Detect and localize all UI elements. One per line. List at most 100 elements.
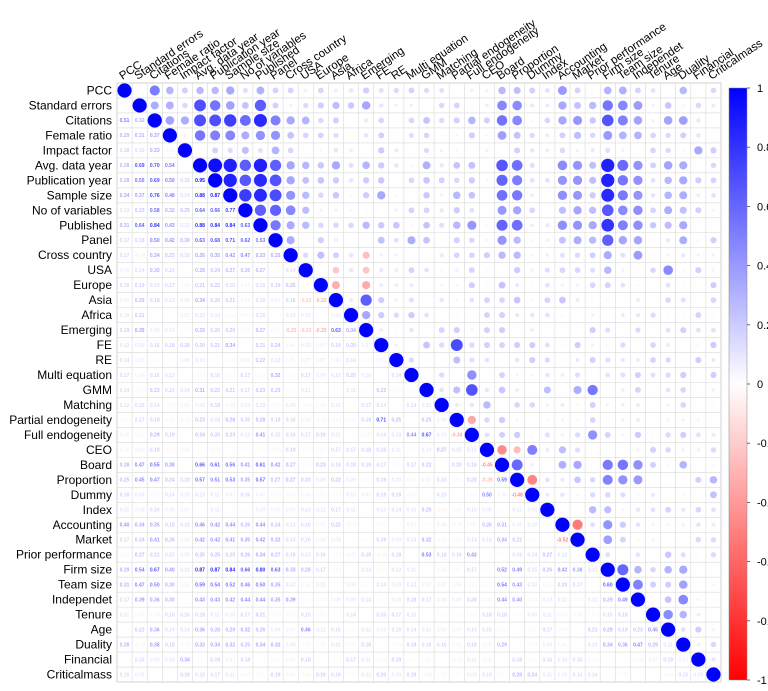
corr-circle-matching-independet (635, 402, 640, 407)
corr-value-independet-sample-size: 0.42 (225, 597, 235, 603)
corr-circle-no-of-variables-emerging (364, 209, 368, 212)
corr-circle-standard-errors-age (664, 102, 672, 109)
corr-value-no-of-variables-female-ratio: 0.32 (165, 208, 175, 214)
corr-value-cross-country-avg-data-year: 0.35 (195, 253, 205, 259)
corr-circle-citations-europe (318, 117, 324, 124)
corr-circle-panel-africa (350, 239, 353, 242)
corr-circle-citations-fe (378, 117, 385, 124)
corr-circle-female-ratio-tenure (650, 132, 656, 139)
corr-circle-tenure-duality (679, 610, 688, 619)
colorbar-tick-label: 0.6 (757, 201, 768, 213)
row-label-panel: Panel (81, 233, 112, 247)
corr-value-emerging-no-of-variables: 0.03 (240, 328, 250, 334)
corr-circle-index-prior-performance (588, 506, 597, 514)
corr-value-market-fe: 0.19 (376, 538, 386, 544)
corr-value-dummy-europe: 0.03 (316, 493, 326, 499)
corr-circle-re-duality (681, 358, 685, 362)
corr-circle-asia-emerging (360, 294, 372, 306)
corr-circle-asia-asia (328, 293, 344, 308)
corr-value-board-no-of-variables: 0.41 (240, 463, 250, 469)
corr-circle-fe-duality (682, 344, 685, 347)
corr-value-panel-female-ratio: 0.42 (165, 238, 175, 244)
corr-circle-pcc-prior-performance (591, 89, 594, 92)
corr-value-duality-proportion: 0.01 (512, 642, 522, 648)
corr-circle-asia-dummy (530, 298, 534, 302)
corr-value-publication-year-citations: 0.69 (150, 178, 160, 184)
corr-circle-publication-year-europe (317, 177, 325, 184)
corr-circle-avg-data-year-panel (269, 159, 282, 171)
corr-circle-sample-size-africa (349, 193, 353, 197)
corr-value-panel-citations: 0.50 (150, 238, 160, 244)
corr-value-dummy-panel: -0.04 (270, 493, 282, 499)
corr-value-team-size-full-endogeneity: -0.05 (466, 582, 478, 588)
row-label-independet: Independet (52, 593, 113, 607)
corr-circle-tenure-age (663, 609, 673, 620)
corr-value-accounting-index: 0.02 (542, 523, 552, 529)
corr-value-emerging-asia: 0.63 (331, 328, 341, 334)
colorbar-tick-label: 1 (757, 83, 763, 95)
corr-circle-europe-fe (379, 283, 384, 288)
corr-circle-asia-ceo (484, 297, 490, 304)
corr-value-tenure-full-endogeneity: 0.03 (467, 612, 477, 618)
corr-value-prior-performance-usa: 0.13 (301, 553, 311, 559)
corr-circle-avg-data-year-full-endogeneity (468, 161, 476, 169)
corr-circle-standard-errors-ceo (485, 103, 489, 108)
corr-circle-citations-impact-factor (180, 116, 190, 125)
corr-circle-sample-size-proportion (511, 190, 523, 201)
corr-value-firm-size-published: 0.80 (256, 567, 266, 573)
corr-value-team-size-female-ratio: 0.30 (165, 582, 175, 588)
corr-circle-matching-tenure (652, 403, 655, 406)
corr-circle-multi-equation-index (545, 372, 550, 378)
corr-circle-fe-independet (636, 344, 639, 347)
corr-circle-no-of-variables-market (573, 206, 582, 215)
corr-circle-europe-financial (697, 284, 700, 286)
corr-value-fe-standard-errors: 0.10 (135, 343, 145, 349)
corr-value-independet-dummy: 0.03 (527, 597, 537, 603)
corr-circle-pcc-multi-equation (408, 87, 415, 94)
colorbar-tick-label: -0.6 (757, 557, 768, 569)
corr-circle-no-of-variables-age (664, 206, 673, 215)
corr-circle-europe-dummy (531, 283, 534, 287)
corr-value-re-citations: 0.02 (150, 358, 160, 364)
corr-value-team-size-prior-performance: 0.00 (588, 582, 598, 588)
row-label-ceo: CEO (86, 443, 112, 457)
corr-circle-standard-errors-gmm (425, 104, 428, 107)
corr-circle-matching-matching (434, 397, 449, 413)
row-label-no-of-variables: No of variables (32, 203, 112, 217)
corr-circle-index-independet (635, 507, 641, 513)
corr-circle-pcc-accounting (557, 86, 567, 95)
corr-circle-gmm-board (498, 386, 506, 394)
corr-circle-published-full-endogeneity (467, 220, 477, 230)
corr-value-criticalmass-emerging: 0.12 (361, 672, 371, 678)
corr-value-team-size-matching: 0.07 (437, 582, 447, 588)
corr-circle-re-independet (635, 358, 640, 363)
corr-value-gmm-avg-data-year: 0.31 (195, 388, 205, 394)
corr-circle-cross-country-tenure (651, 253, 655, 257)
corr-circle-impact-factor-avg-data-year (199, 149, 201, 152)
corr-circle-emerging-age (665, 327, 671, 333)
corr-circle-avg-data-year-tenure (650, 162, 657, 169)
row-label-cross-country: Cross country (38, 248, 112, 262)
corr-value-prior-performance-avg-data-year: 0.25 (195, 553, 205, 559)
corr-circle-avg-data-year-asia (331, 161, 341, 170)
corr-value-financial-re: 0.19 (391, 657, 401, 663)
corr-circle-re-criticalmass (711, 357, 716, 363)
corr-value-partial-endogeneity-emerging: 0.19 (361, 418, 371, 424)
corr-circle-publication-year-duality (679, 176, 688, 185)
corr-circle-multi-equation-firm-size (605, 372, 611, 378)
corr-value-financial-standard-errors: 0.15 (135, 657, 145, 663)
corr-circle-panel-asia (334, 238, 338, 243)
corr-value-firm-size-dummy: 0.15 (527, 567, 537, 573)
corr-circle-sample-size-cross-country (286, 190, 296, 200)
corr-value-asia-impact-factor: 0.10 (180, 298, 190, 304)
corr-circle-pcc-partial-endogeneity (455, 89, 458, 92)
corr-circle-emerging-firm-size (605, 327, 611, 333)
corr-value-age-independet: 0.23 (633, 627, 643, 633)
corr-value-firm-size-matching: 0.05 (437, 567, 447, 573)
corr-circle-pcc-matching (439, 88, 445, 93)
corr-value-proportion-re: 0.10 (391, 478, 401, 484)
corr-circle-sample-size-gmm (423, 192, 430, 199)
corr-circle-published-re (393, 221, 400, 229)
corr-value-market-cross-country: 0.14 (286, 538, 296, 544)
corr-value-team-size-ceo: 0.02 (482, 582, 492, 588)
